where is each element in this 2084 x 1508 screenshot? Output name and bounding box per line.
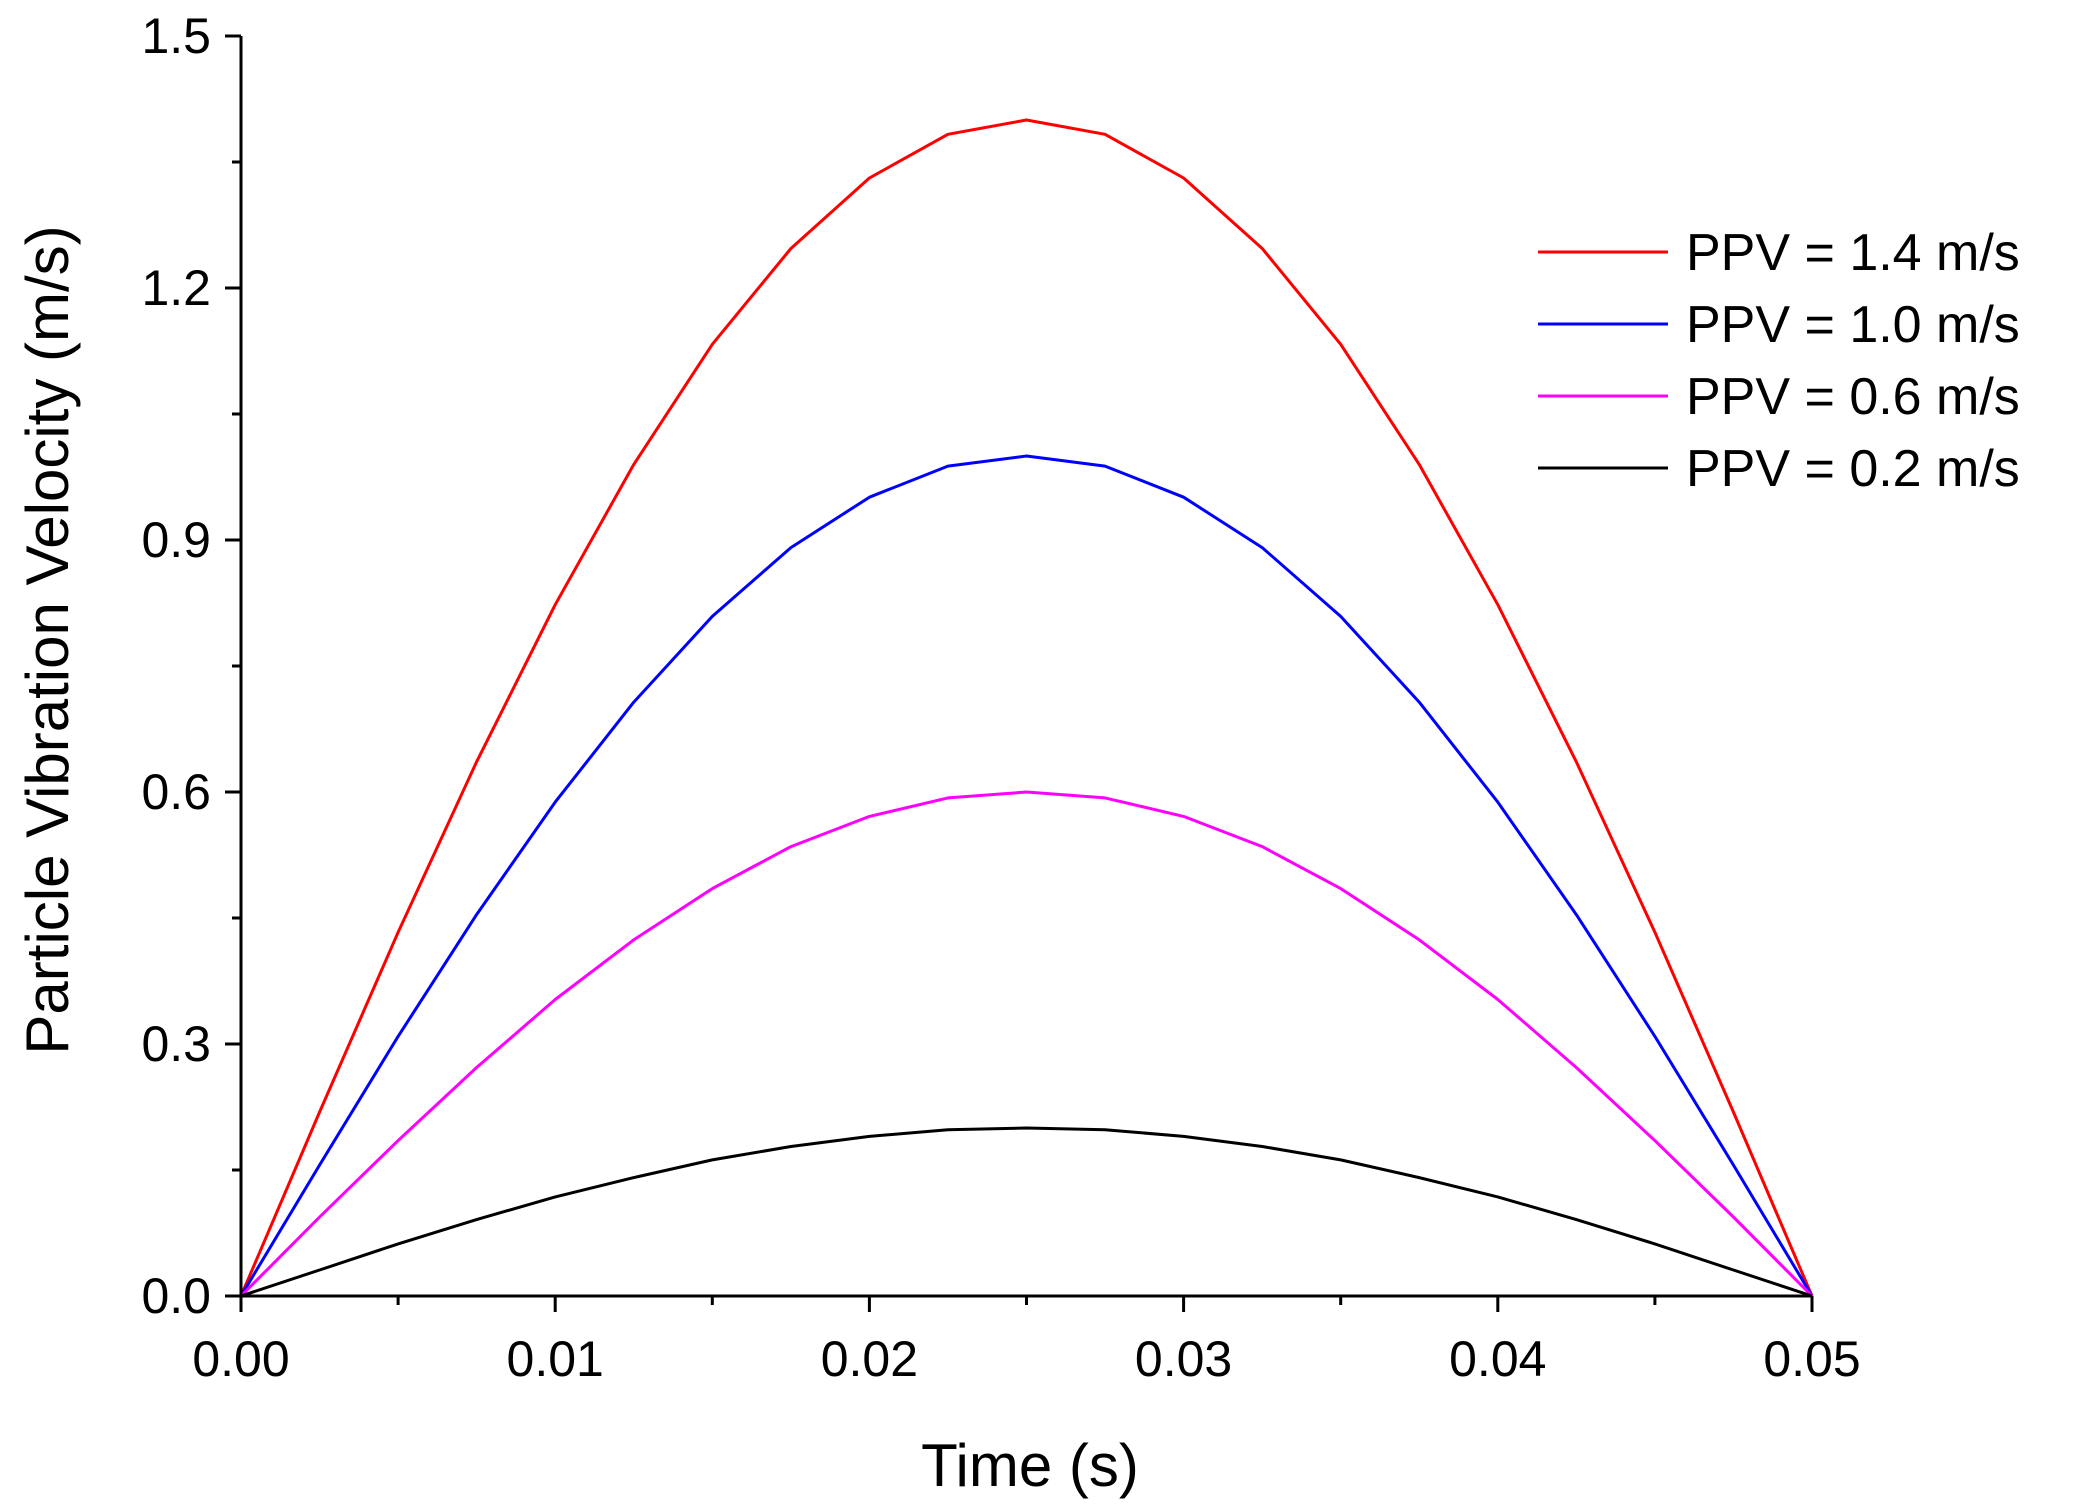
series-line-1 [239, 118, 1814, 1297]
x-tick-label: 0.01 [507, 1331, 604, 1387]
y-tick-label: 0.0 [141, 1268, 211, 1324]
y-tick-label: 1.2 [141, 260, 211, 316]
legend-label-2: PPV = 1.0 m/s [1686, 296, 2020, 354]
series-line-4 [240, 1126, 1813, 1298]
y-tick-label: 0.9 [141, 512, 211, 568]
legend-label-3: PPV = 0.6 m/s [1686, 368, 2020, 426]
legend-label-1: PPV = 1.4 m/s [1686, 224, 2020, 282]
x-axis-title: Time (s) [921, 1432, 1139, 1499]
y-tick-label: 1.5 [141, 8, 211, 64]
y-axis-title: Particle Vibration Velocity (m/s) [14, 225, 81, 1054]
x-tick-label: 0.02 [821, 1331, 918, 1387]
legend: PPV = 1.4 m/s PPV = 1.0 m/s PPV = 0.6 m/s P… [1538, 224, 2020, 498]
series-layer [239, 118, 1814, 1298]
axes-layer: 0.00 0.01 0.02 0.03 0.04 0.05 0.0 0.3 0.6 0.9 1.2 1… [141, 8, 1860, 1387]
x-tick-label: 0.05 [1763, 1331, 1860, 1387]
series-line-3 [239, 790, 1814, 1298]
x-tick-label: 0.00 [192, 1331, 289, 1387]
legend-label-4: PPV = 0.2 m/s [1686, 440, 2020, 498]
series-line-2 [239, 454, 1814, 1297]
x-tick-label: 0.03 [1135, 1331, 1232, 1387]
x-tick-label: 0.04 [1449, 1331, 1546, 1387]
y-tick-label: 0.3 [141, 1016, 211, 1072]
y-tick-label: 0.6 [141, 764, 211, 820]
